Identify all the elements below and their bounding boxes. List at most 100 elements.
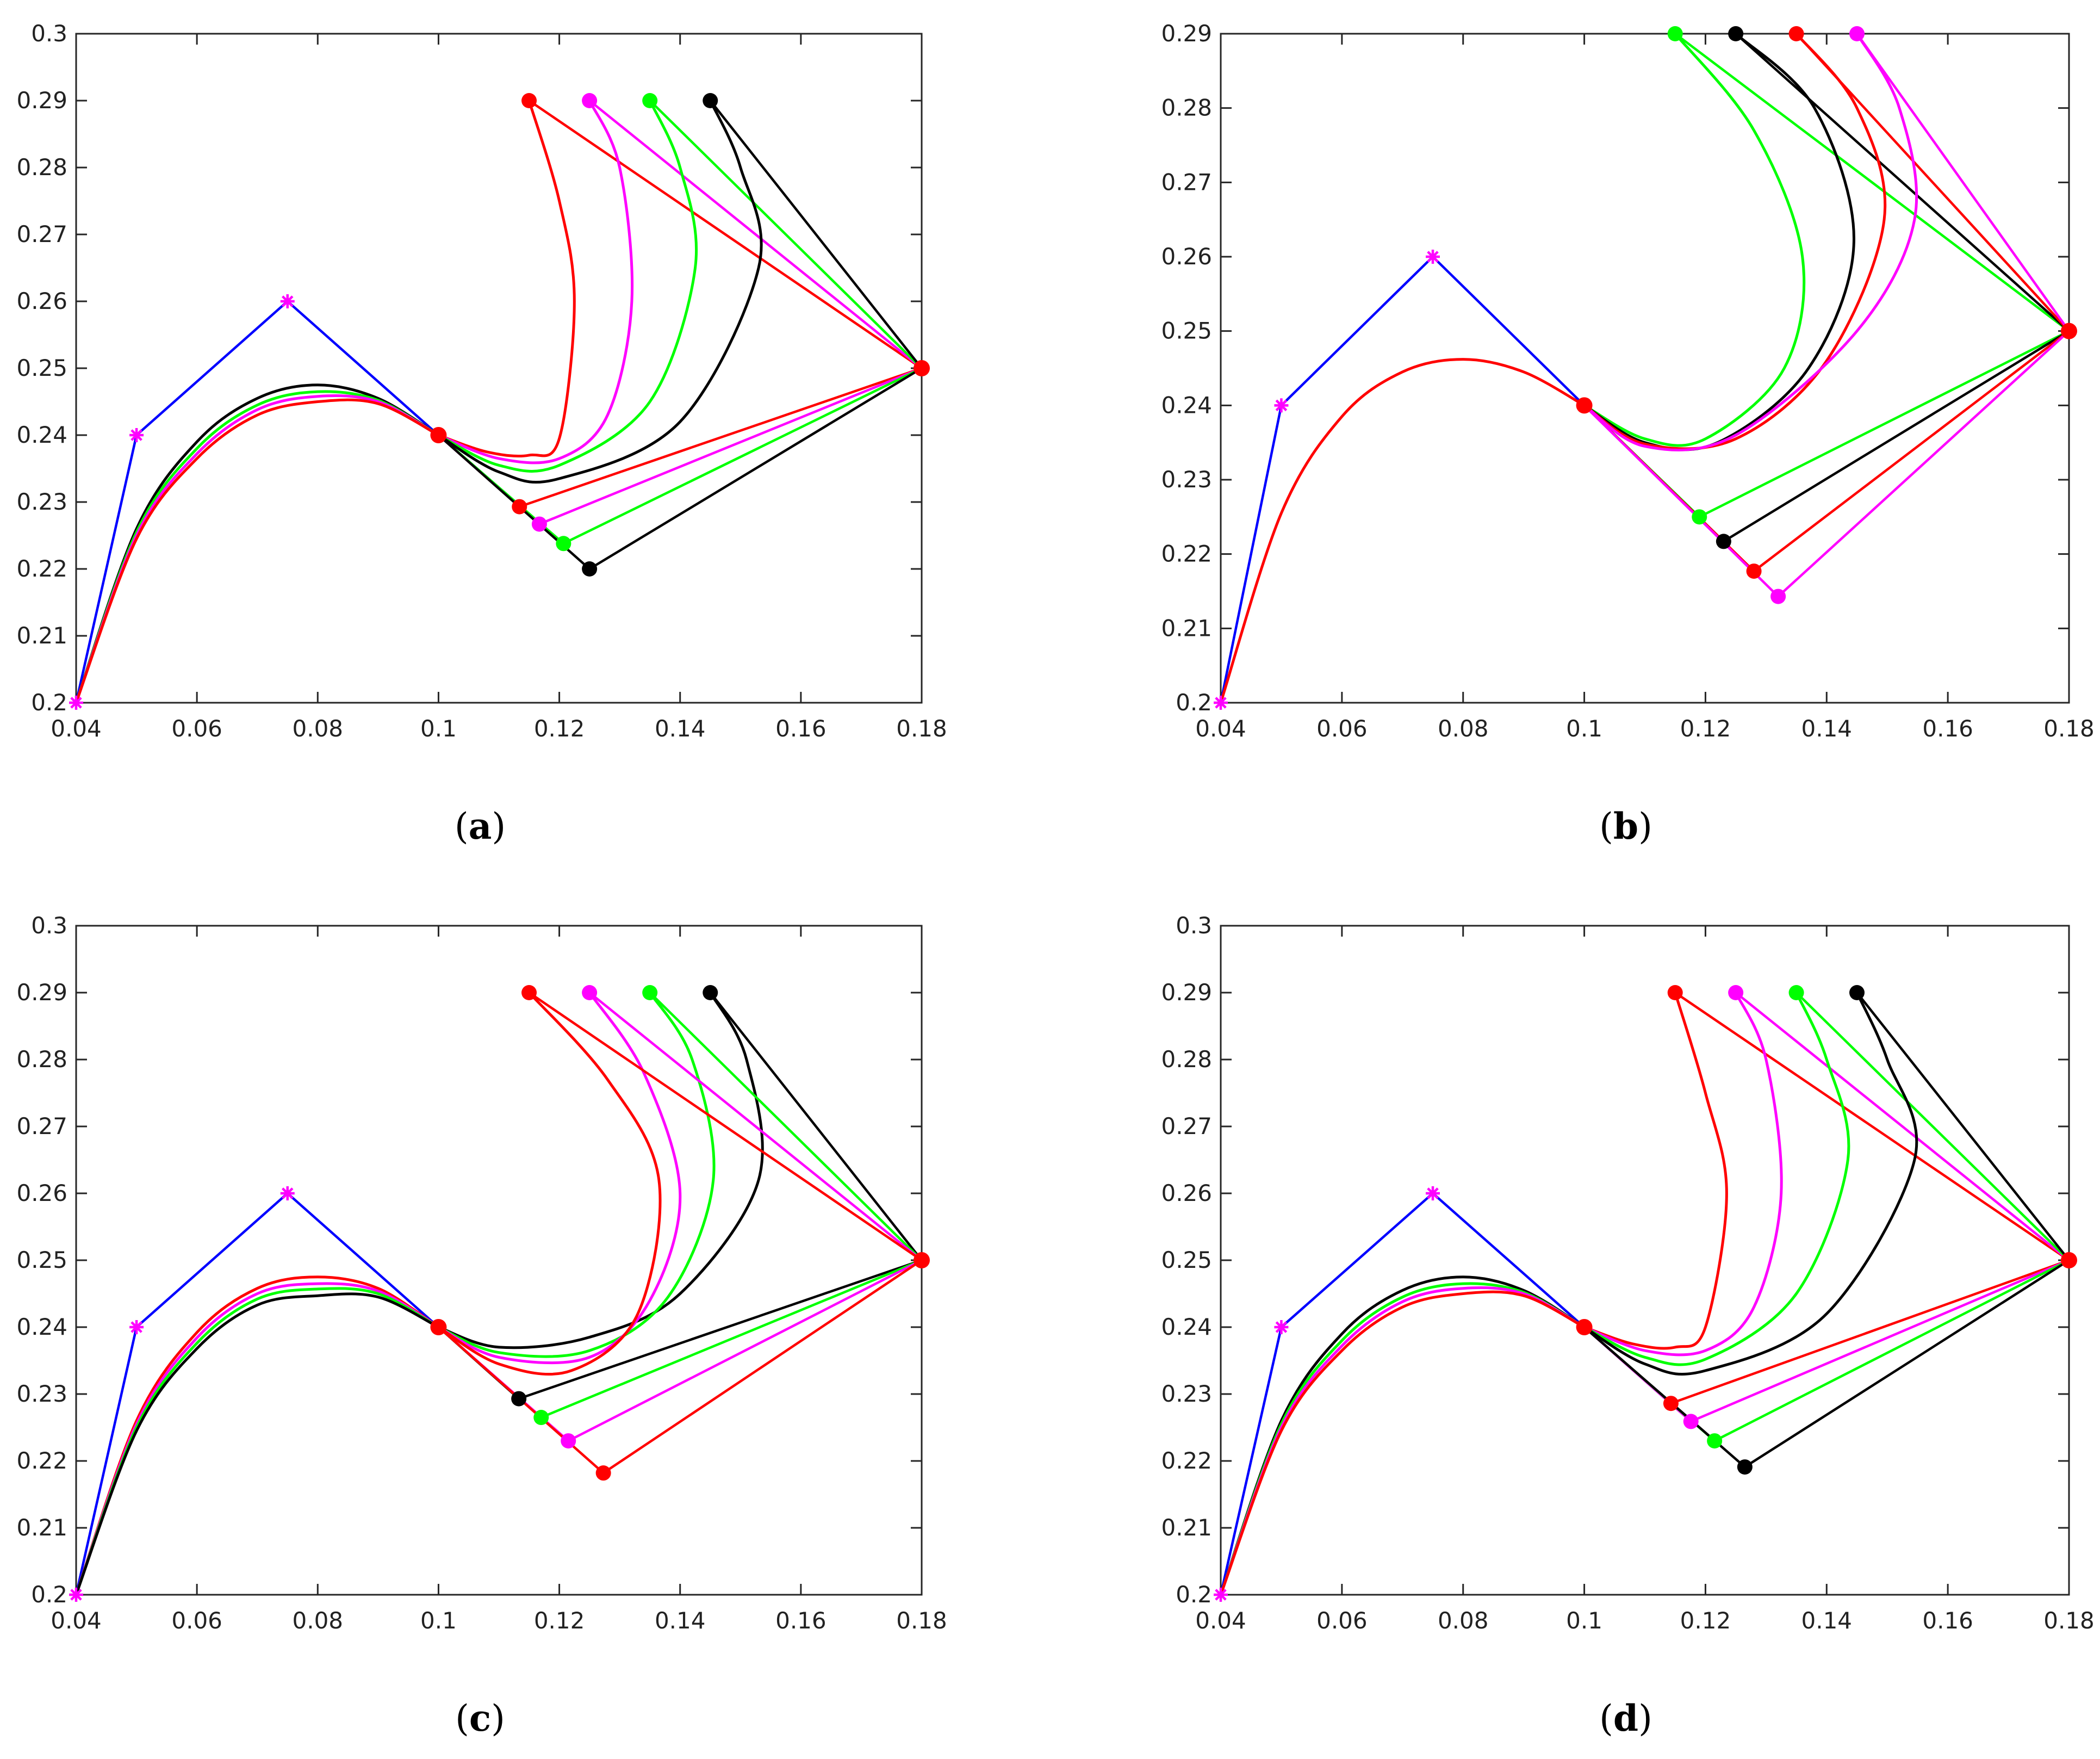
control-point-star [129,428,144,442]
y-tick-label: 0.3 [31,20,67,47]
caption-c: (c) [455,1697,505,1739]
control-point-magenta [582,985,598,1000]
right-curve-red [438,100,576,457]
control-point-star-stroke [1275,399,1288,412]
x-tick-label: 0.14 [655,715,706,742]
junction-point [430,1319,447,1335]
right-curve-red [438,992,662,1376]
control-point-black [582,561,598,577]
control-point-red [521,985,537,1000]
y-tick-label: 0.21 [1161,615,1212,641]
control-point-magenta [582,93,598,108]
control-point-star [280,294,295,308]
y-tick-label: 0.27 [16,221,67,247]
right-curve-red [1583,33,1887,450]
x-tick-label: 0.1 [420,1607,457,1634]
x-tick-label: 0.14 [1801,1607,1853,1634]
junction-point [1576,397,1593,414]
right-curve-magenta [438,992,682,1365]
caption-d-label: d [1613,1697,1639,1739]
control-point-star-stroke [1427,1187,1439,1199]
y-tick-label: 0.24 [16,422,67,448]
chart-a: 0.04 0.06 0.08 0.1 0.12 0.14 0.16 0.18 0.2 0.21 0.… [16,20,947,742]
control-point-red [512,499,527,515]
right-curve-black [438,100,763,484]
y-tick-label: 0.29 [16,979,67,1006]
y-tick-label: 0.28 [16,1046,67,1073]
right-control-polygon-black [1583,992,2071,1469]
x-tick-label: 0.06 [171,1607,222,1634]
chart-b: 0.04 0.06 0.08 0.1 0.12 0.14 0.16 0.18 0.2 0.21 0.… [1161,20,2094,742]
y-tick-label: 0.23 [1161,1380,1212,1407]
control-point-star-stroke [1215,697,1227,709]
x-tick-label: 0.16 [775,1607,827,1634]
x-tick-label: 0.1 [1566,1607,1602,1634]
plot-frame [75,925,923,1596]
right-curve-black [1583,33,1855,451]
y-tick-label: 0.28 [16,154,67,181]
y-tick-label: 0.24 [16,1314,67,1340]
junction-point [430,427,447,443]
control-point-red [595,1465,611,1481]
y-tick-label: 0.25 [1161,1247,1212,1273]
control-point-star [129,1320,144,1334]
control-point-green [1692,509,1707,525]
y-tick-label: 0.23 [1161,466,1212,493]
right-control-polygon-black [1583,33,2071,543]
right-control-polygon-red [437,100,924,509]
left-curve-red [1219,1290,1585,1595]
control-point-black [703,985,718,1000]
x-tick-label: 0.08 [1438,715,1489,742]
control-point-black [1728,26,1744,41]
control-point-red [1788,26,1804,41]
x-tick-label: 0.06 [171,715,222,742]
control-point-green [1788,985,1804,1000]
control-point-star [1214,1588,1228,1602]
y-tick-label: 0.25 [16,1247,67,1273]
right-curve-black [1583,992,1918,1376]
chart-c: 0.04 0.06 0.08 0.1 0.12 0.14 0.16 0.18 0.2 0.21 0.… [16,912,947,1634]
y-tick-label: 0.28 [1161,95,1212,121]
plot-frame [75,33,923,704]
control-point-star-stroke [70,697,82,709]
control-point-star-stroke [131,429,142,441]
x-tick-label: 0.04 [51,1607,102,1634]
x-tick-label: 0.08 [293,1607,344,1634]
control-polygon [1219,255,1586,703]
y-tick-label: 0.21 [16,622,67,649]
caption-a: (a) [454,805,506,847]
y-tick-label: 0.27 [1161,1113,1212,1139]
right-curve-magenta [438,100,634,464]
y-tick-label: 0.26 [16,1180,67,1206]
control-point-black [1716,534,1731,549]
control-point-star [1214,696,1228,710]
y-tick-label: 0.27 [1161,169,1212,195]
control-point-star-stroke [1275,1321,1288,1333]
x-tick-label: 0.12 [534,715,585,742]
control-point-green [642,985,658,1000]
right-control-polygon-magenta [1583,33,2071,598]
panel-d: 0.04 0.06 0.08 0.1 0.12 0.14 0.16 0.18 0.2 0.21 0.… [1147,892,2100,1692]
control-point-star-stroke [70,1589,82,1601]
control-point-green [642,93,658,108]
y-tick-label: 0.22 [16,555,67,582]
y-tick-label: 0.21 [1161,1514,1212,1541]
control-point-black [1737,1459,1753,1475]
y-tick-label: 0.2 [1176,689,1212,716]
caption-b-label: b [1613,805,1639,847]
control-polygon [1219,1191,1586,1595]
x-tick-label: 0.12 [1680,1607,1731,1634]
control-point-star [1274,398,1289,413]
control-point-star-stroke [1427,251,1439,263]
control-point-black [1849,985,1865,1000]
control-point-green [533,1410,549,1426]
y-tick-label: 0.27 [16,1113,67,1139]
control-point-magenta [1770,589,1786,604]
right-curve-green [1583,33,1806,447]
x-tick-label: 0.08 [1438,1607,1489,1634]
control-point-green [556,536,571,552]
right-curve-black [438,992,764,1349]
caption-d: (d) [1599,1697,1652,1739]
y-tick-label: 0.2 [31,689,67,716]
